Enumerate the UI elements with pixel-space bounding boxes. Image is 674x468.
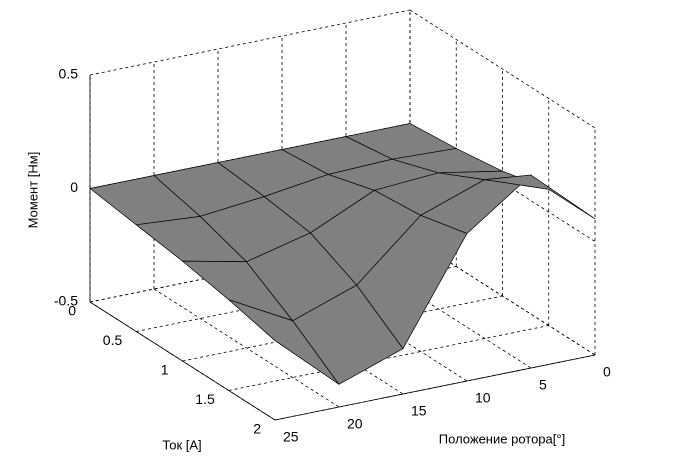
y-tick-label: 1 — [161, 362, 169, 378]
y-tick-label: 0.5 — [103, 332, 123, 348]
grid-line — [89, 9, 411, 76]
x-tick-label: 10 — [475, 390, 491, 406]
y-tick-label: 0 — [68, 303, 76, 319]
y-tick-label: 1.5 — [195, 391, 215, 407]
z-tick-label: -0.5 — [54, 293, 78, 309]
axis-line — [89, 301, 276, 421]
x-tick-label: 15 — [411, 403, 427, 419]
y-axis-label: Ток [А] — [162, 437, 201, 452]
x-tick-label: 25 — [283, 429, 299, 445]
z-tick-label: 0.5 — [59, 66, 79, 82]
x-axis-label: Положение ротора[°] — [439, 431, 565, 446]
surface-patch — [484, 174, 596, 220]
axis-line — [274, 354, 596, 421]
grid-line — [228, 325, 549, 391]
grid-line — [409, 9, 596, 129]
grid-line — [153, 288, 340, 408]
x-tick-label: 0 — [603, 364, 611, 380]
y-tick-label: 2 — [253, 421, 261, 437]
z-axis-label: Момент [Нм] — [25, 152, 40, 229]
x-tick-label: 5 — [539, 377, 547, 393]
x-tick-label: 20 — [347, 416, 363, 432]
z-tick-label: 0 — [70, 179, 78, 195]
